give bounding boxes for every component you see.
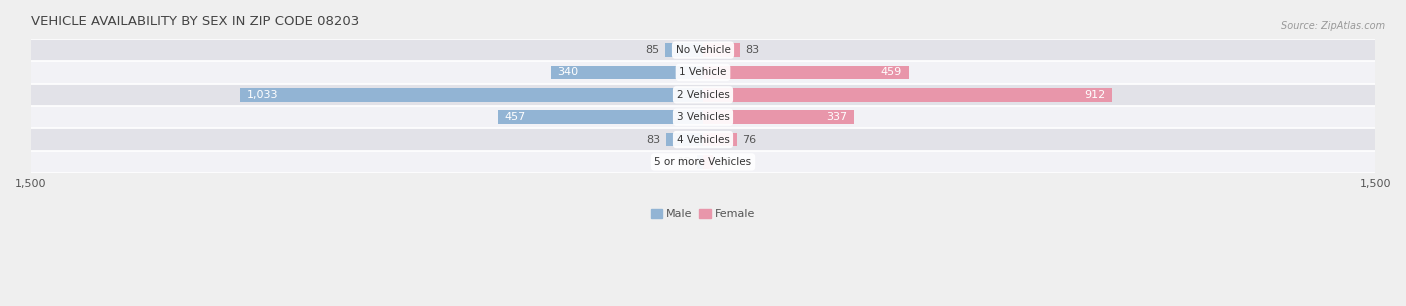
Text: 2 Vehicles: 2 Vehicles <box>676 90 730 100</box>
Bar <box>703 155 713 169</box>
Bar <box>703 43 740 57</box>
Legend: Male, Female: Male, Female <box>647 205 759 224</box>
Text: 1 Vehicle: 1 Vehicle <box>679 67 727 77</box>
Text: VEHICLE AVAILABILITY BY SEX IN ZIP CODE 08203: VEHICLE AVAILABILITY BY SEX IN ZIP CODE … <box>31 15 359 28</box>
Text: 5 or more Vehicles: 5 or more Vehicles <box>654 157 752 167</box>
Text: 3 Vehicles: 3 Vehicles <box>676 112 730 122</box>
Text: Source: ZipAtlas.com: Source: ZipAtlas.com <box>1281 21 1385 32</box>
Bar <box>551 65 703 79</box>
Text: No Vehicle: No Vehicle <box>675 45 731 55</box>
Text: 459: 459 <box>880 67 903 77</box>
Bar <box>31 106 1375 129</box>
Bar <box>31 151 1375 173</box>
Text: 83: 83 <box>745 45 759 55</box>
Bar <box>31 84 1375 106</box>
Text: 337: 337 <box>827 112 848 122</box>
Text: 22: 22 <box>718 157 733 167</box>
Text: 1,033: 1,033 <box>247 90 278 100</box>
Text: 340: 340 <box>557 67 578 77</box>
Bar <box>703 88 1112 102</box>
Bar <box>31 61 1375 84</box>
Bar <box>703 132 737 147</box>
Text: 4 Vehicles: 4 Vehicles <box>676 135 730 144</box>
Bar <box>666 132 703 147</box>
Bar <box>697 155 703 169</box>
Text: 13: 13 <box>678 157 692 167</box>
Bar <box>665 43 703 57</box>
Bar <box>703 65 908 79</box>
Bar <box>31 39 1375 61</box>
Text: 85: 85 <box>645 45 659 55</box>
Bar <box>703 110 853 124</box>
Text: 457: 457 <box>505 112 526 122</box>
Bar <box>31 129 1375 151</box>
Bar <box>498 110 703 124</box>
Text: 912: 912 <box>1084 90 1105 100</box>
Text: 76: 76 <box>742 135 756 144</box>
Text: 83: 83 <box>647 135 661 144</box>
Bar <box>240 88 703 102</box>
